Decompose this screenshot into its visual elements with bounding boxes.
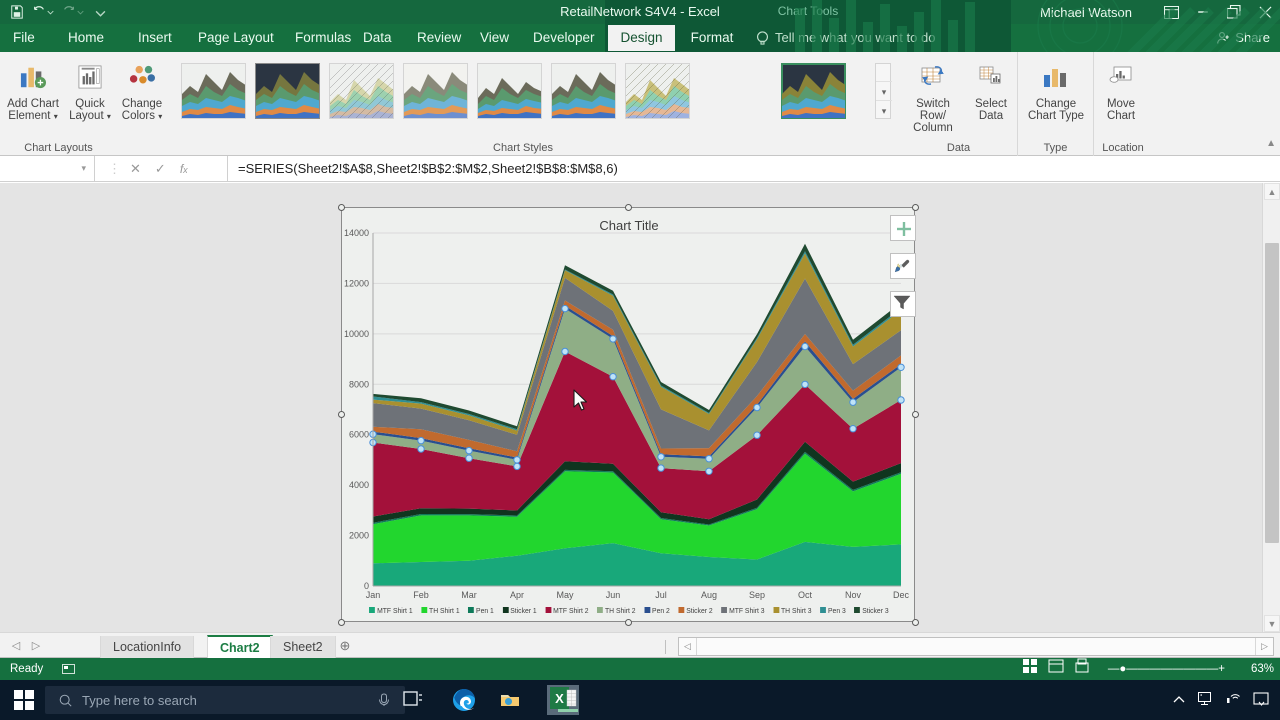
svg-text:Jul: Jul [655,590,667,600]
svg-text:4000: 4000 [349,480,369,490]
svg-text:Jan: Jan [366,590,381,600]
svg-text:10000: 10000 [344,329,369,339]
svg-text:12000: 12000 [344,278,369,288]
svg-text:Sep: Sep [749,590,765,600]
svg-text:May: May [556,590,574,600]
svg-text:Nov: Nov [845,590,862,600]
svg-text:14000: 14000 [344,228,369,238]
svg-text:Feb: Feb [413,590,429,600]
svg-text:2000: 2000 [349,531,369,541]
svg-text:Jun: Jun [606,590,621,600]
svg-text:Apr: Apr [510,590,524,600]
svg-text:X: X [555,691,564,706]
svg-text:8000: 8000 [349,379,369,389]
svg-text:Mar: Mar [461,590,477,600]
svg-text:Oct: Oct [798,590,813,600]
svg-text:Dec: Dec [893,590,910,600]
svg-text:6000: 6000 [349,430,369,440]
svg-text:Aug: Aug [701,590,717,600]
